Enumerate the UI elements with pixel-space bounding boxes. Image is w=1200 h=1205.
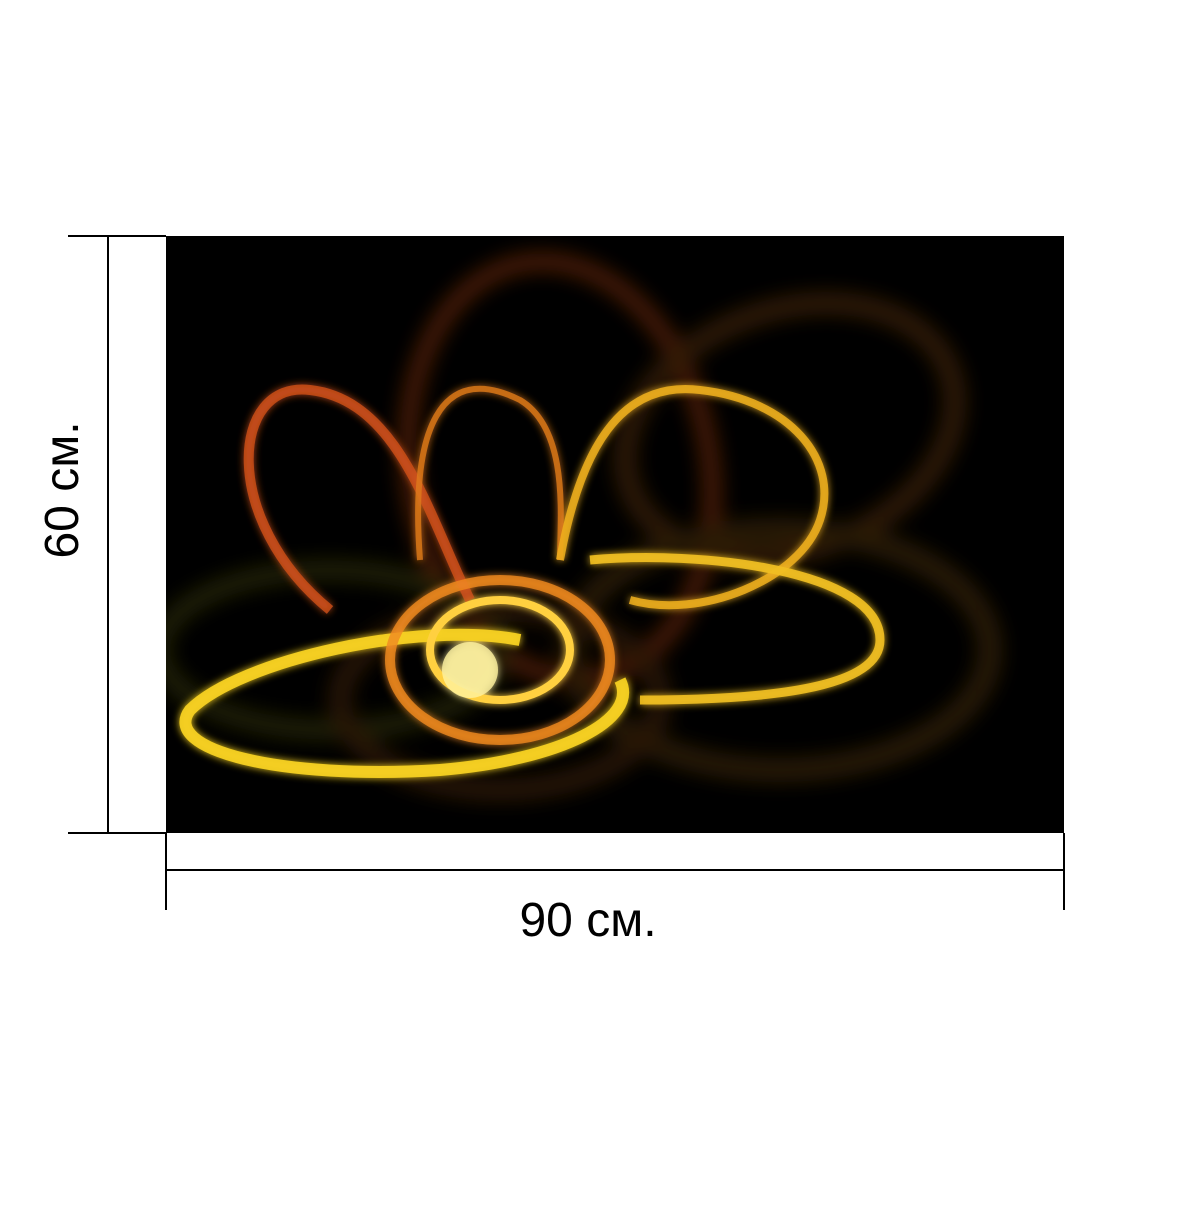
- artwork: [166, 236, 1064, 833]
- dimension-lines: [68, 235, 1065, 910]
- height-label: 60 см.: [36, 421, 89, 558]
- width-label: 90 см.: [519, 894, 656, 947]
